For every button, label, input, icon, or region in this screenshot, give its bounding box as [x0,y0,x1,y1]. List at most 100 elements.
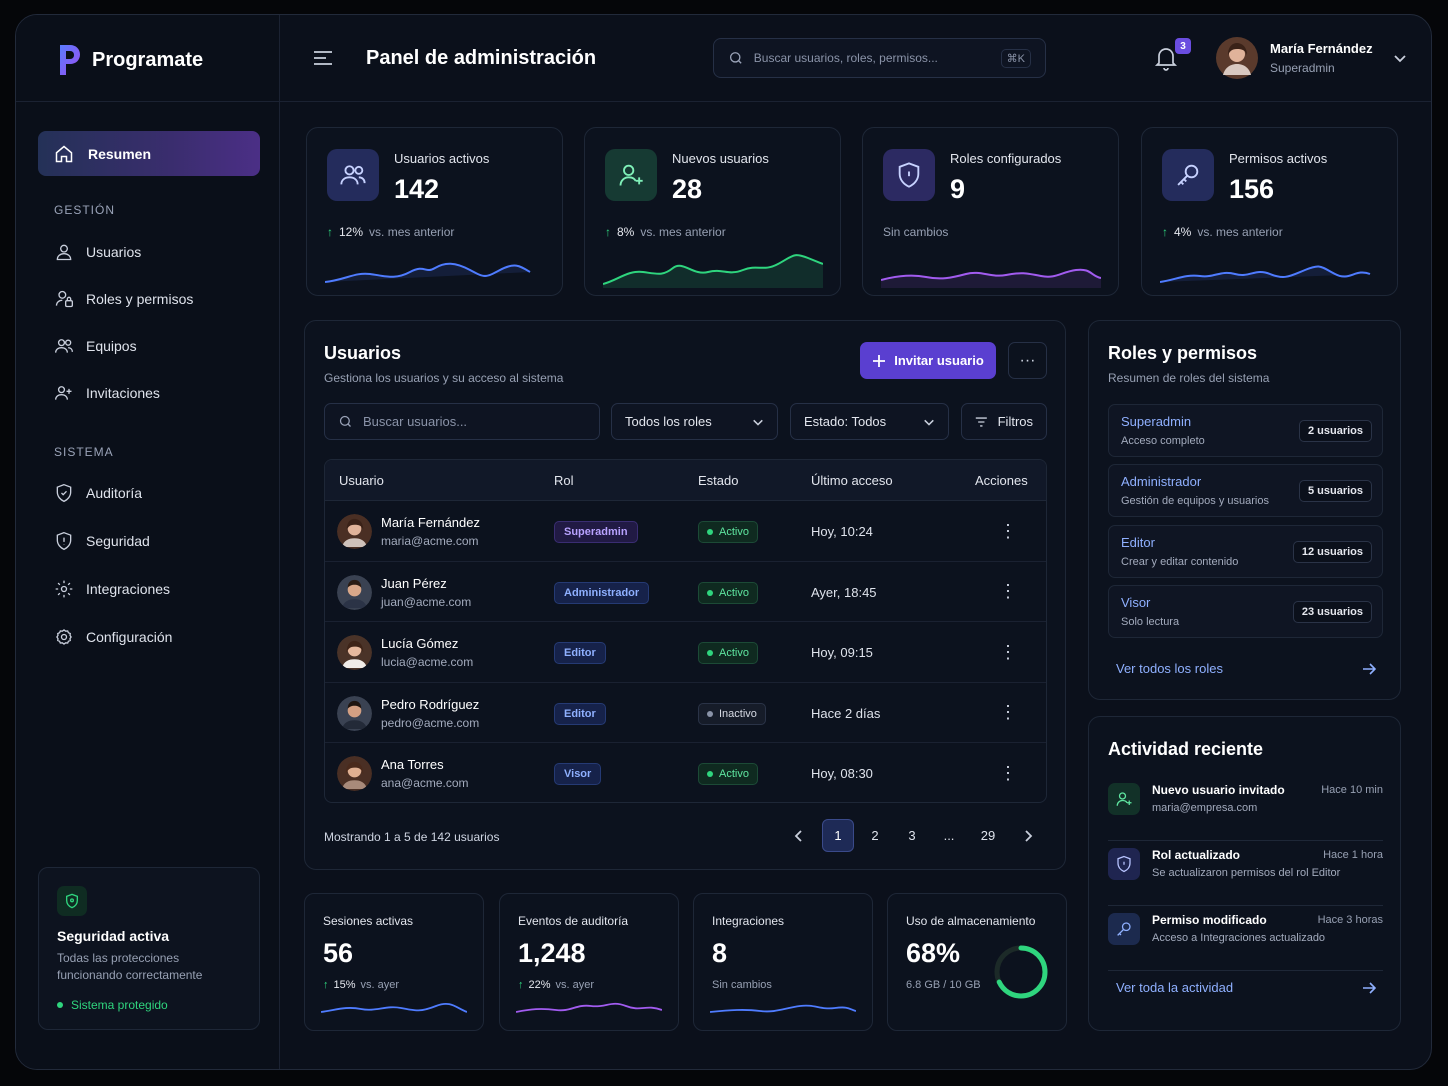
global-search-input[interactable] [753,51,991,65]
pagination-page-1[interactable]: 1 [822,819,854,852]
pagination-next-button[interactable] [1012,819,1044,852]
arrow-right-icon [1363,981,1376,994]
mini-stat-label: Sesiones activas [323,914,414,928]
sidebar-item-configuracion[interactable]: Configuración [54,627,172,647]
global-search[interactable]: ⌘K [713,38,1046,78]
user-menu[interactable]: María Fernández Superadmin [1216,37,1407,79]
divider [16,101,279,102]
activity-item[interactable]: Permiso modificado Acceso a Integracione… [1108,907,1383,971]
row-actions-button[interactable]: ⋮ [999,702,1017,722]
role-item-administrador[interactable]: Administrador Gestión de equipos y usuar… [1108,464,1383,517]
sidebar-item-integraciones[interactable]: Integraciones [54,579,170,599]
user-name: Juan Pérez [381,575,447,591]
sidebar-item-invitaciones[interactable]: Invitaciones [54,383,160,403]
filters-button[interactable]: Filtros [961,403,1047,440]
table-row[interactable]: Juan Pérez juan@acme.com Administrador A… [325,562,1046,622]
activity-title: Nuevo usuario invitado [1152,783,1285,797]
activity-panel: Actividad reciente Nuevo usuario invitad… [1088,716,1401,1031]
row-actions-button[interactable]: ⋮ [999,762,1017,783]
sidebar-item-roles[interactable]: Roles y permisos [54,289,193,309]
user-name: Pedro Rodríguez [381,696,480,712]
row-actions-button[interactable]: ⋮ [999,581,1017,601]
view-all-activity-link[interactable]: Ver toda la actividad [1116,980,1376,995]
avatar [337,574,372,610]
column-header: Último acceso [811,473,893,488]
security-status-card: Seguridad activa Todas las protecciones … [38,867,260,1030]
activity-time: Hace 1 hora [1323,849,1383,861]
activity-item[interactable]: Rol actualizado Se actualizaron permisos… [1108,842,1383,906]
users-panel-title: Usuarios [324,343,402,363]
shield-icon [883,149,935,201]
more-options-button[interactable]: ··· [1008,342,1047,379]
sidebar-item-seguridad[interactable]: Seguridad [54,531,150,551]
chevron-down-icon [924,419,934,426]
avatar [337,756,372,791]
sidebar-item-label: Seguridad [86,533,150,549]
stat-pct: 12% [339,225,364,239]
menu-toggle-button[interactable] [312,49,334,72]
brand[interactable]: Programate [56,43,203,77]
pagination-page-29[interactable]: 29 [980,828,996,843]
security-status-label: Sistema protegido [71,998,168,1012]
arrow-up-icon: ↑ [1162,225,1168,239]
role-item-editor[interactable]: Editor Crear y editar contenido 12 usuar… [1108,525,1383,578]
column-header: Usuario [339,473,384,488]
sidebar-item-auditoria[interactable]: Auditoría [54,483,142,503]
pagination-page-3[interactable]: 3 [908,828,916,843]
row-actions-button[interactable]: ⋮ [999,641,1017,662]
brand-name: Programate [92,48,204,71]
table-row[interactable]: Lucía Gómez lucia@acme.com Editor Activo… [325,622,1046,683]
user-plus-icon [605,149,657,201]
invite-user-button[interactable]: Invitar usuario [860,342,996,379]
pagination-page-2[interactable]: 2 [871,828,879,843]
users-search[interactable] [324,403,600,440]
users-search-input[interactable] [363,414,563,429]
role-user-count: 23 usuarios [1292,601,1372,623]
mini-stat-value: 1,248 [518,938,586,968]
role-badge: Superadmin [554,521,638,543]
role-filter-select[interactable]: Todos los roles [611,403,778,440]
table-row[interactable]: María Fernández maria@acme.com Superadmi… [325,501,1046,562]
role-item-visor[interactable]: Visor Solo lectura 23 usuarios [1108,585,1383,638]
view-all-roles-link[interactable]: Ver todos los roles [1116,661,1376,676]
role-description: Crear y editar contenido [1121,556,1239,568]
row-actions-button[interactable]: ⋮ [999,520,1017,541]
sidebar-item-usuarios[interactable]: Usuarios [54,242,141,262]
role-badge: Administrador [554,581,650,604]
role-badge: Visor [554,763,602,785]
table-header: Usuario Rol Estado Último acceso Accione… [325,460,1046,501]
activity-item[interactable]: Nuevo usuario invitado maria@empresa.com… [1108,777,1383,841]
status-label: Activo [719,768,749,780]
notifications-button[interactable] [1154,45,1178,76]
status-dot [57,1002,63,1008]
search-icon [729,52,742,64]
mini-stat-integraciones: Integraciones 8 Sin cambios [693,893,873,1031]
pagination-prev-button[interactable] [783,819,815,852]
status-dot [707,650,713,656]
status-dot [707,710,713,717]
sparkline [881,268,1101,288]
stat-card-usuarios-activos: Usuarios activos 142 ↑ 12% vs. mes anterio… [306,127,563,296]
stat-trend-label: vs. mes anterior [1197,225,1283,239]
role-name: Visor [1121,595,1151,610]
sidebar-item-resumen[interactable]: Resumen [38,131,260,176]
key-icon [1162,149,1214,201]
table-row[interactable]: Pedro Rodríguez pedro@acme.com Editor In… [325,683,1046,743]
stat-value: 142 [394,174,440,204]
gear-icon [55,580,73,598]
stat-trend-label: vs. mes anterior [640,225,726,239]
mini-stat-pct: 15% [333,979,356,991]
role-item-superadmin[interactable]: Superadmin Acceso completo 2 usuarios [1108,404,1383,457]
status-label: Inactivo [719,707,757,720]
role-user-count: 5 usuarios [1298,480,1372,502]
status-label: Activo [719,586,749,599]
stat-trend-label: vs. mes anterior [369,225,455,239]
users-icon [55,339,73,353]
status-badge: Activo [698,581,758,604]
table-row[interactable]: Ana Torres ana@acme.com Visor Activo Hoy… [325,743,1046,802]
status-filter-select[interactable]: Estado: Todos [790,403,949,440]
status-dot [707,771,713,777]
shield-check-icon [56,483,72,503]
sidebar-item-equipos[interactable]: Equipos [54,336,137,356]
mini-stat-trend: ↑ 15% vs. ayer [323,979,399,991]
